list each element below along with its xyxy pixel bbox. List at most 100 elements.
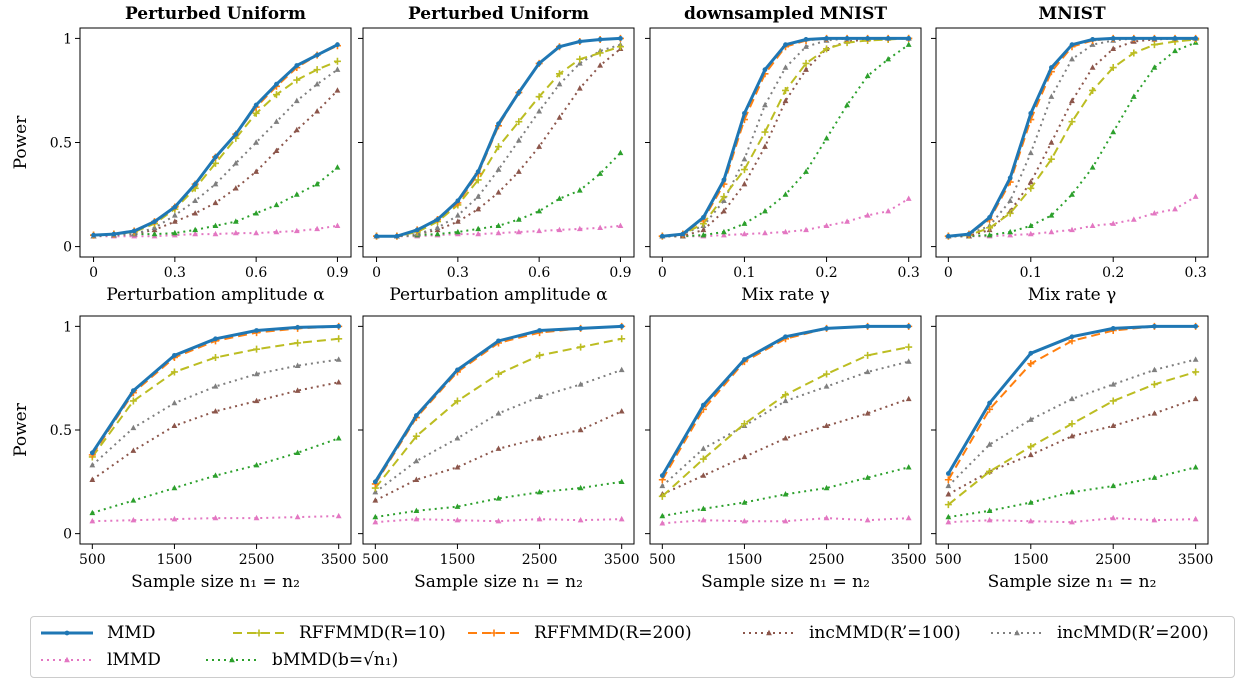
series-incmmd-r-200: [372, 366, 625, 495]
data-point: [1193, 323, 1199, 329]
data-point: [273, 118, 280, 124]
x-tick-label: 0: [658, 265, 667, 281]
data-point: [413, 515, 420, 522]
y-tick-label: 0.5: [50, 136, 72, 152]
data-point: [1110, 45, 1117, 52]
data-point: [454, 212, 461, 218]
data-point: [802, 59, 810, 67]
data-point: [741, 230, 748, 237]
x-tick-label: 3500: [604, 552, 640, 568]
data-point: [618, 366, 625, 373]
data-point: [1130, 49, 1138, 57]
data-point: [1068, 420, 1076, 428]
subplot-title: Perturbed Uniform: [125, 4, 306, 24]
data-point: [314, 225, 321, 232]
series-mmd: [91, 42, 340, 238]
data-point: [864, 516, 871, 523]
data-point: [334, 164, 341, 170]
data-point: [803, 226, 809, 233]
series-rffmmd-r-10: [90, 57, 341, 239]
data-point: [762, 101, 768, 108]
data-point: [577, 381, 584, 387]
data-point: [294, 387, 301, 393]
data-point: [945, 519, 952, 525]
subplot-6: 500 1500 2500 3500 Sample size n₁ = n₂: [358, 315, 640, 592]
data-point: [1007, 228, 1014, 235]
series-mmd: [945, 323, 1199, 476]
series-lmmd: [372, 515, 625, 525]
data-point: [782, 228, 789, 235]
series-rffmmd-r-10: [944, 368, 1200, 509]
data-point: [474, 176, 482, 184]
data-point: [741, 518, 748, 524]
data-point: [495, 410, 502, 416]
series-lmmd: [659, 514, 912, 526]
data-point: [1069, 395, 1075, 402]
legend-line-rffmmd-r10: [233, 629, 285, 637]
subplot-3: 0 0.1 0.2 0.3 downsampled MNIST Mix rate γ: [645, 4, 922, 305]
data-point: [192, 197, 199, 203]
series-line: [93, 44, 338, 237]
y-tick-label: 0: [63, 527, 72, 543]
data-point: [576, 85, 583, 91]
data-point: [294, 339, 302, 347]
data-point: [212, 353, 219, 361]
subplot-5: 500 1500 2500 3500 0 0.5 1 Sample size n₁ = n₂ P…: [11, 315, 357, 592]
y-axis-label: Power: [11, 115, 31, 170]
series-line: [948, 36, 1196, 238]
data-point: [475, 193, 482, 199]
data-point: [576, 187, 583, 193]
data-point: [1069, 56, 1075, 62]
data-point: [986, 507, 993, 514]
x-tick-label: 0: [89, 265, 98, 281]
data-point: [334, 222, 341, 228]
x-tick-label: 500: [649, 552, 676, 568]
data-point: [336, 323, 342, 329]
data-point: [762, 208, 768, 214]
series-incmmd-r-200: [659, 358, 912, 489]
data-point: [293, 191, 300, 197]
data-point: [555, 70, 563, 78]
data-point: [741, 180, 748, 187]
data-point: [1007, 231, 1014, 238]
data-point: [700, 215, 706, 220]
series-bmmd-b-n: [372, 478, 625, 520]
data-point: [212, 408, 219, 414]
data-point: [130, 497, 137, 503]
data-point: [721, 177, 727, 183]
data-point: [619, 323, 625, 329]
data-point: [435, 217, 440, 222]
data-point: [1048, 212, 1055, 218]
legend-line-bmmd: [206, 656, 258, 663]
data-point: [1152, 323, 1157, 329]
series-line: [376, 36, 621, 238]
data-point: [454, 228, 461, 235]
data-point: [680, 231, 686, 237]
data-point: [905, 514, 912, 521]
series-incmmd-r-100: [372, 408, 625, 503]
data-point: [823, 135, 830, 141]
data-point: [496, 338, 501, 344]
data-point: [335, 435, 342, 441]
x-axis-label: Sample size n₁ = n₂: [131, 572, 300, 592]
data-point: [1192, 515, 1199, 522]
data-point: [1151, 516, 1158, 523]
data-point: [253, 102, 259, 108]
data-point: [618, 36, 623, 41]
data-point: [742, 357, 747, 362]
data-point: [172, 352, 177, 358]
data-point: [1110, 381, 1117, 387]
data-point: [171, 399, 178, 406]
data-point: [1068, 118, 1076, 126]
data-point: [171, 212, 178, 218]
data-point: [944, 501, 952, 509]
legend-item-bmmd: bMMD(b=√n₁): [204, 650, 398, 670]
data-point: [253, 345, 261, 353]
series-line: [376, 48, 622, 238]
data-point: [945, 233, 951, 239]
data-point: [1150, 41, 1158, 49]
data-point: [394, 233, 400, 239]
data-point: [1151, 410, 1158, 416]
x-axis-label: Sample size n₁ = n₂: [701, 572, 870, 592]
series-incmmd-r-200: [945, 356, 1199, 489]
